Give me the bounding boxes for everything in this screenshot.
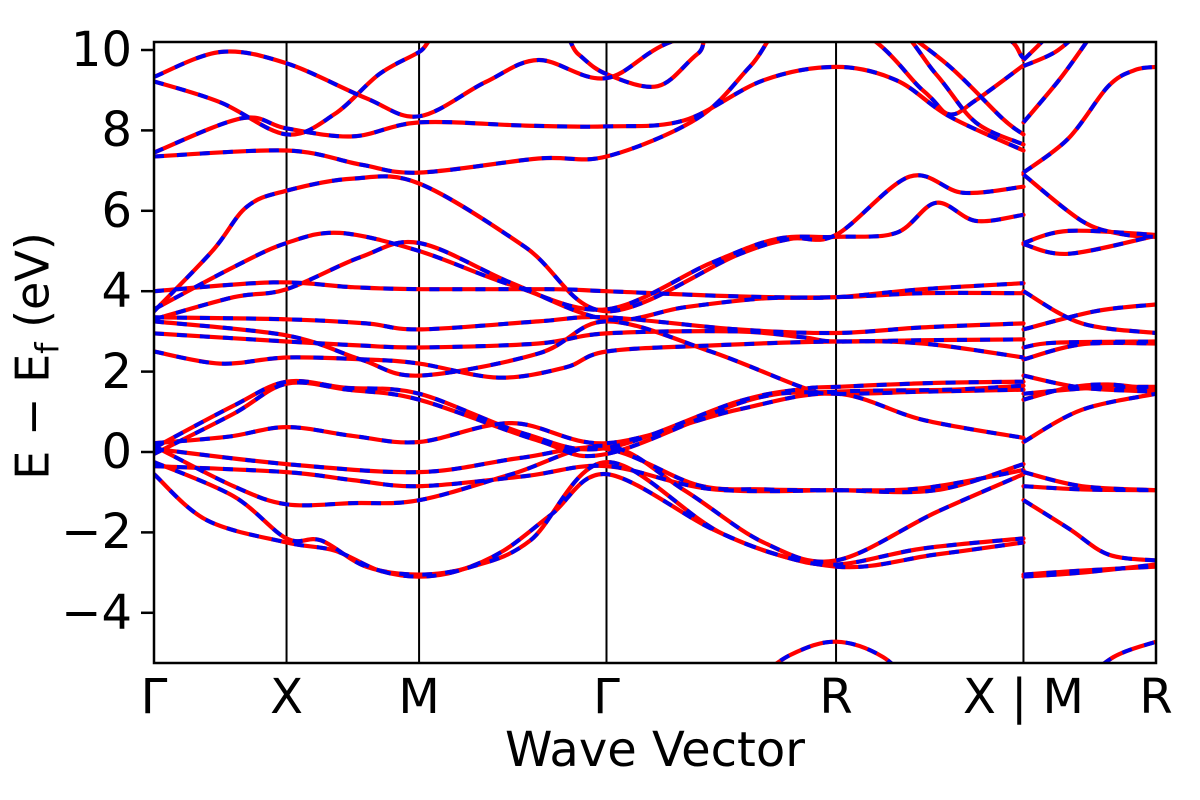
- band-line-red-13: [1021, 391, 1156, 445]
- band-line-red-34: [154, 42, 1026, 175]
- band-line-blue-18: [154, 339, 1024, 380]
- band-line-blue-22: [154, 319, 1024, 396]
- band-line-blue-24: [154, 315, 1024, 336]
- y-tick-label: 2: [101, 343, 132, 400]
- band-line-red-1: [1101, 639, 1156, 663]
- band-line-red-37: [1021, 42, 1090, 125]
- band-line-red-18: [154, 339, 1026, 380]
- x-tick-label: Γ: [140, 669, 168, 725]
- x-tick-label: X: [270, 669, 303, 725]
- band-line-red-33: [1021, 172, 1156, 239]
- y-axis-label-post: (eV): [5, 232, 60, 343]
- x-tick-label: Γ: [593, 669, 620, 725]
- band-line-blue-42: [915, 42, 1025, 137]
- band-line-blue-27: [1022, 289, 1156, 335]
- y-tick-label: 8: [101, 102, 132, 159]
- y-tick-label: 4: [101, 263, 132, 320]
- x-tick-label: R: [819, 669, 853, 725]
- y-tick-label: −4: [61, 584, 132, 641]
- band-line-red-30: [154, 200, 1026, 312]
- band-line-red-38: [154, 42, 1026, 119]
- band-line-blue-31: [1022, 233, 1156, 256]
- band-line-red-12: [154, 391, 1026, 446]
- band-line-blue-26: [154, 280, 1024, 300]
- band-line-blue-21: [1023, 339, 1156, 350]
- band-line-blue-23: [1023, 373, 1156, 394]
- y-tick-label: 0: [101, 424, 132, 480]
- band-line-blue-16: [154, 380, 1024, 459]
- band-line-blue-38: [154, 42, 1025, 119]
- band-line-blue-13: [1022, 391, 1156, 444]
- band-line-blue-25: [1023, 302, 1156, 332]
- x-tick-label: M: [398, 669, 440, 725]
- band-line-blue-4: [154, 460, 1024, 577]
- x-tick-label: R: [1139, 669, 1173, 725]
- bands-group: [154, 42, 1156, 663]
- y-axis-label-pre: E − E: [5, 353, 60, 480]
- band-line-red-32: [154, 173, 1026, 314]
- band-line-blue-40: [154, 42, 1025, 137]
- band-line-blue-20: [154, 329, 1024, 350]
- band-line-blue-5: [1023, 564, 1156, 577]
- band-line-blue-41: [1022, 42, 1045, 62]
- x-tick-label: X | M: [962, 669, 1084, 725]
- band-line-blue-8: [154, 463, 1024, 494]
- band-line-blue-35: [1022, 64, 1156, 175]
- band-line-blue-33: [1022, 173, 1156, 239]
- band-line-blue-28: [154, 240, 1024, 323]
- x-axis-label: Wave Vector: [505, 722, 805, 778]
- band-line-blue-10: [154, 445, 1025, 495]
- y-tick-label: 6: [101, 182, 132, 239]
- y-axis-label-sub: f: [28, 342, 67, 354]
- band-line-blue-12: [154, 391, 1024, 446]
- band-line-blue-7: [1022, 498, 1156, 563]
- band-line-blue-29: [1022, 228, 1156, 245]
- band-line-blue-39: [1022, 42, 1072, 68]
- band-line-blue-14: [154, 378, 1024, 452]
- band-line-blue-11: [1023, 470, 1156, 493]
- symmetry-point-gridlines: [285, 42, 1025, 663]
- band-line-blue-6: [154, 443, 1025, 564]
- y-tick-label: 10: [70, 22, 132, 78]
- y-axis-label: E − Ef (eV): [5, 232, 66, 480]
- band-line-red-17: [1021, 382, 1156, 402]
- y-tick-label: −2: [61, 504, 132, 561]
- axes-frame: [141, 40, 1158, 665]
- band-line-blue-36: [154, 64, 1025, 155]
- band-line-red-7: [1021, 498, 1156, 563]
